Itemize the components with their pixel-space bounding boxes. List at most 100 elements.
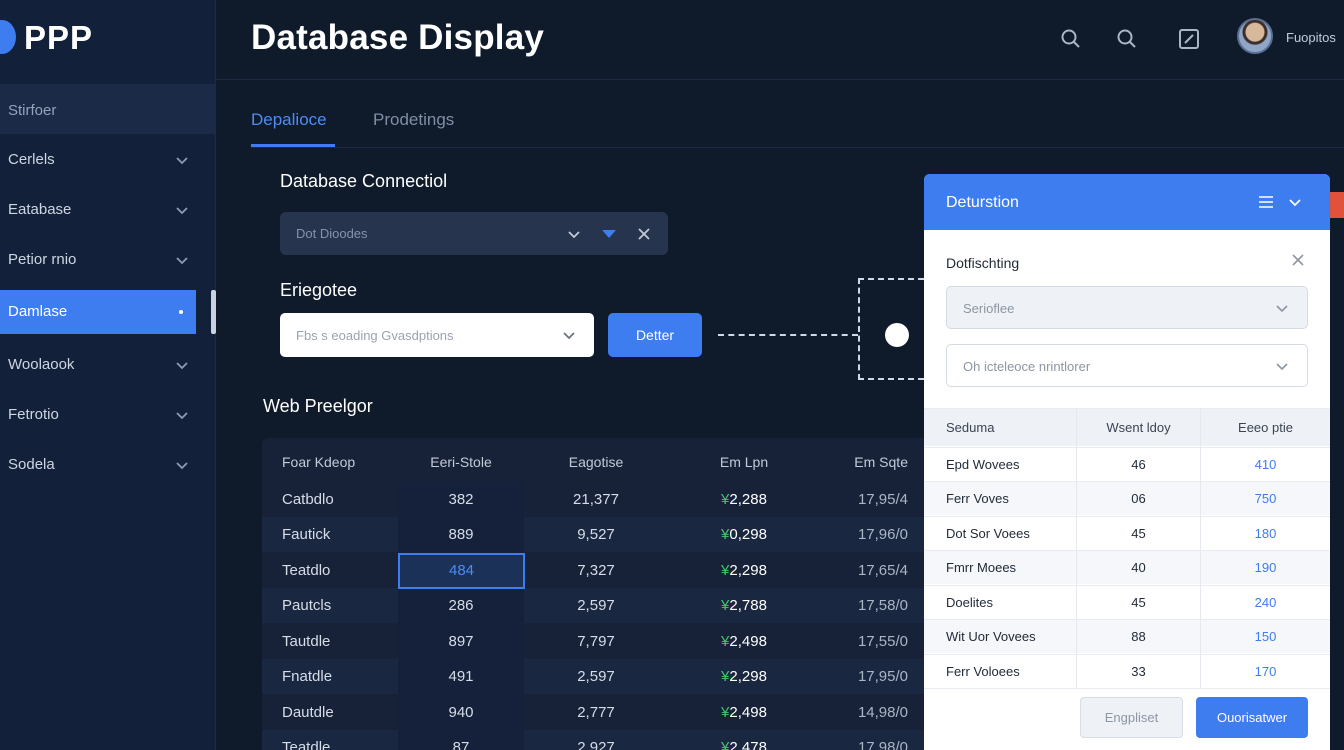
table-row[interactable]: Pautcls 286 2,597 ¥2,788 17,58/0 [262, 588, 924, 623]
table-cell[interactable]: ¥2,298 [668, 553, 820, 588]
table-cell-link[interactable]: 750 [1200, 482, 1330, 516]
search-icon[interactable] [1059, 27, 1083, 51]
close-icon[interactable] [1291, 253, 1305, 267]
table-cell[interactable]: ¥2,288 [668, 482, 820, 517]
table-cell[interactable]: ¥2,298 [668, 659, 820, 694]
employee-submit-button[interactable]: Detter [608, 313, 702, 357]
panel-table-row[interactable]: Epd Wovees 46 410 [924, 447, 1330, 482]
table-cell-link[interactable]: 410 [1200, 448, 1330, 482]
tab-prodetings[interactable]: Prodetings [373, 110, 455, 129]
table-cell[interactable]: 17,58/0 [857, 597, 908, 614]
column-header[interactable]: Eeeo ptie [1200, 409, 1330, 447]
sidebar-item-eatabase[interactable]: Eatabase [0, 188, 216, 232]
table-cell[interactable]: ¥2,498 [668, 695, 820, 730]
table-cell: 45 [1076, 517, 1200, 551]
table-cell-link[interactable]: 240 [1200, 586, 1330, 620]
table-cell[interactable]: 21,377 [573, 491, 619, 508]
column-header[interactable]: Wsent ldoy [1076, 409, 1200, 447]
panel-table-row[interactable]: Doelites 45 240 [924, 585, 1330, 620]
sidebar-item-woolaook[interactable]: Woolaook [0, 343, 216, 387]
tab-depalioce[interactable]: Depalioce [251, 110, 327, 129]
table-cell[interactable]: 17,95/0 [857, 668, 908, 685]
panel-table-row[interactable]: Ferr Voloees 33 170 [924, 654, 1330, 689]
table-cell[interactable]: 491 [398, 659, 524, 694]
panel-select-primary[interactable]: Serioflee [946, 286, 1308, 329]
sidebar-scrollbar[interactable] [211, 290, 216, 334]
table-row[interactable]: Tautdle 897 7,797 ¥2,498 17,55/0 [262, 624, 924, 659]
table-row[interactable]: Teatdlo 7,327 ¥2,298 17,65/4 [262, 553, 924, 588]
table-cell[interactable]: 889 [398, 517, 524, 552]
table-row[interactable]: Dautdle 940 2,777 ¥2,498 14,98/0 [262, 695, 924, 730]
table-cell[interactable]: 2,777 [577, 704, 615, 721]
table-cell[interactable]: 2,927 [577, 739, 615, 750]
column-header[interactable]: Em Lpn [719, 454, 769, 470]
menu-icon[interactable] [1257, 193, 1275, 211]
cell-value: 2,298 [729, 562, 767, 579]
side-tab-handle[interactable] [1326, 192, 1344, 218]
chevron-down-icon [176, 257, 188, 265]
table-cell-link[interactable]: 170 [1200, 655, 1330, 689]
table-cell[interactable]: 17,55/0 [857, 633, 908, 650]
panel-select-secondary[interactable]: Oh icteleoce nrintlorer [946, 344, 1308, 387]
chevron-down-icon[interactable] [565, 225, 583, 243]
search-icon[interactable] [1115, 27, 1139, 51]
employee-select[interactable]: Fbs s eoading Gvasdptions [280, 313, 594, 357]
header-divider [216, 79, 1344, 80]
chevron-down-icon[interactable] [1286, 193, 1304, 211]
table-cell[interactable]: 286 [398, 588, 524, 623]
table-cell[interactable]: 7,797 [577, 633, 615, 650]
table-cell[interactable]: 17,95/4 [857, 491, 908, 508]
table-cell[interactable]: 2,597 [577, 668, 615, 685]
primary-button[interactable]: Ouorisatwer [1196, 697, 1308, 738]
column-header[interactable]: Foar Kdeop [282, 454, 356, 470]
table-cell[interactable]: 2,597 [577, 597, 615, 614]
funnel-icon[interactable] [600, 225, 618, 243]
table-cell-link[interactable]: 180 [1200, 517, 1330, 551]
table-cell[interactable]: ¥2,788 [668, 588, 820, 623]
panel-table-row[interactable]: Ferr Voves 06 750 [924, 481, 1330, 516]
table-cell[interactable]: 7,327 [577, 562, 615, 579]
sidebar-item-sodela[interactable]: Sodela [0, 443, 216, 487]
table-row[interactable]: Fnatdle 491 2,597 ¥2,298 17,95/0 [262, 659, 924, 694]
table-cell[interactable]: 9,527 [577, 526, 615, 543]
column-header[interactable]: Em Sqte [854, 454, 908, 470]
table-cell[interactable]: 897 [398, 624, 524, 659]
avatar[interactable] [1237, 18, 1273, 54]
table-cell[interactable]: 940 [398, 695, 524, 730]
table-cell[interactable]: 87 [398, 730, 524, 750]
table-cell[interactable]: 382 [398, 482, 524, 517]
brand[interactable]: PPP [0, 0, 216, 80]
sidebar-item-fetrotio[interactable]: Fetrotio [0, 393, 216, 437]
edit-icon[interactable] [1177, 27, 1201, 51]
sidebar-item-cerlels[interactable]: Cerlels [0, 138, 216, 182]
sidebar-item-damlase[interactable]: Damlase [0, 290, 196, 334]
sidebar-item-petior[interactable]: Petior rnio [0, 238, 216, 282]
table-row[interactable]: Catbdlo 382 21,377 ¥2,288 17,95/4 [262, 482, 924, 517]
column-header[interactable]: Eagotise [568, 454, 624, 470]
selected-table-cell[interactable]: 484 [398, 553, 525, 589]
table-cell[interactable]: 17,96/0 [857, 526, 908, 543]
table-cell[interactable]: 17,98/0 [857, 739, 908, 750]
table-cell-link[interactable]: 150 [1200, 620, 1330, 654]
table-cell[interactable]: 17,65/4 [857, 562, 908, 579]
panel-table-row[interactable]: Fmrr Moees 40 190 [924, 550, 1330, 585]
close-icon[interactable] [635, 225, 653, 243]
column-header[interactable]: Eeri-Stole [430, 454, 492, 470]
sidebar: PPP Stirfoer Cerlels Eatabase Petior rni… [0, 0, 216, 750]
chevron-down-icon [176, 207, 188, 215]
table-cell[interactable]: 14,98/0 [857, 704, 908, 721]
table-row[interactable]: Fautick 889 9,527 ¥0,298 17,96/0 [262, 517, 924, 552]
secondary-button[interactable]: Engpliset [1080, 697, 1183, 738]
user-name[interactable]: Fuopitos [1286, 30, 1336, 45]
chevron-down-icon [1276, 305, 1288, 313]
column-header[interactable]: Seduma [946, 420, 995, 435]
table-cell[interactable]: ¥2,478 [668, 730, 820, 750]
connector-node[interactable] [885, 323, 909, 347]
table-cell-link[interactable]: 190 [1200, 551, 1330, 585]
table-row[interactable]: Teatdle 87 2,927 ¥2,478 17,98/0 [262, 730, 924, 750]
table-cell[interactable]: ¥0,298 [668, 517, 820, 552]
connection-select[interactable]: Dot Dioodes [280, 212, 668, 255]
table-cell[interactable]: ¥2,498 [668, 624, 820, 659]
panel-table-row[interactable]: Wit Uor Vovees 88 150 [924, 619, 1330, 654]
panel-table-row[interactable]: Dot Sor Voees 45 180 [924, 516, 1330, 551]
